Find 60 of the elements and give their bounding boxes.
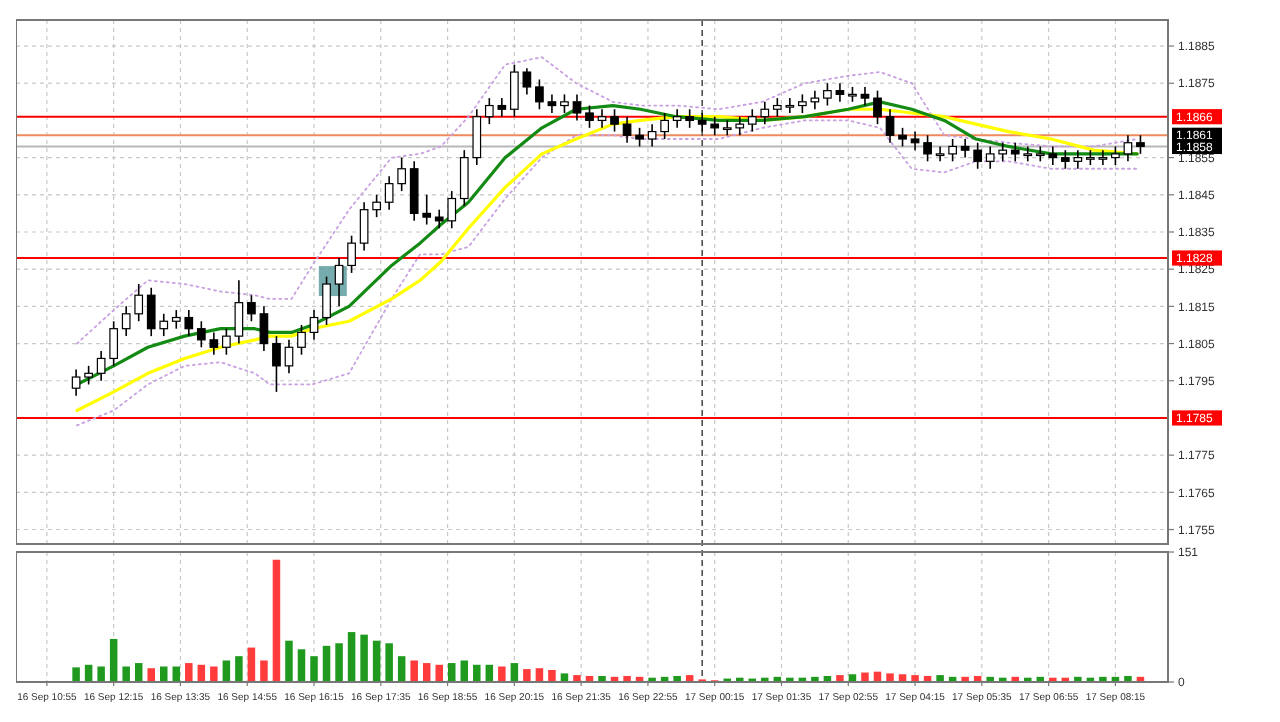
candlestick xyxy=(585,104,594,129)
candlestick xyxy=(309,309,319,341)
bar xyxy=(385,643,393,682)
candlestick xyxy=(322,275,331,326)
bar xyxy=(109,638,118,682)
candlestick xyxy=(835,82,845,103)
bar xyxy=(322,645,331,682)
bar xyxy=(285,640,293,682)
bar xyxy=(122,666,130,682)
bar xyxy=(147,668,155,682)
candlestick xyxy=(910,130,920,151)
bar xyxy=(235,656,243,682)
bar xyxy=(272,559,281,682)
candlestick xyxy=(284,339,294,375)
bar xyxy=(160,666,168,682)
candlestick xyxy=(1136,134,1145,155)
candlestick xyxy=(635,127,644,148)
bar xyxy=(360,634,368,682)
bar xyxy=(435,664,443,682)
candlestick xyxy=(1111,145,1120,166)
candlestick xyxy=(347,234,356,274)
bar xyxy=(185,663,193,682)
bar xyxy=(260,660,268,682)
bar xyxy=(473,664,481,682)
bar xyxy=(548,669,556,682)
bar xyxy=(297,649,306,682)
candlestick xyxy=(334,257,344,308)
candlestick xyxy=(572,93,582,122)
candlestick xyxy=(547,93,557,114)
bar xyxy=(372,640,381,682)
bar xyxy=(335,643,343,682)
candlestick xyxy=(923,134,932,163)
candlestick xyxy=(535,78,544,111)
bar xyxy=(97,666,105,682)
bar xyxy=(460,660,469,682)
candlestick xyxy=(597,108,607,129)
candlestick xyxy=(610,108,619,133)
bar xyxy=(347,632,356,682)
bar xyxy=(310,656,318,682)
candlestick xyxy=(297,324,306,356)
candlestick xyxy=(560,93,569,114)
candlestick xyxy=(823,82,832,107)
candlestick xyxy=(247,294,256,323)
candlestick xyxy=(898,127,907,148)
candlestick xyxy=(873,89,882,125)
candlestick xyxy=(259,305,269,352)
bar xyxy=(498,666,506,682)
bar xyxy=(222,660,231,682)
bar xyxy=(210,666,218,682)
bar xyxy=(523,669,531,682)
candlestick xyxy=(860,86,870,107)
candlestick xyxy=(622,115,632,144)
bar xyxy=(72,667,80,682)
candlestick xyxy=(1123,134,1133,163)
candlestick xyxy=(885,108,895,144)
candlestick xyxy=(272,335,281,393)
bar xyxy=(397,656,406,682)
bar xyxy=(861,672,869,682)
bar xyxy=(410,660,418,682)
bar xyxy=(448,663,456,682)
